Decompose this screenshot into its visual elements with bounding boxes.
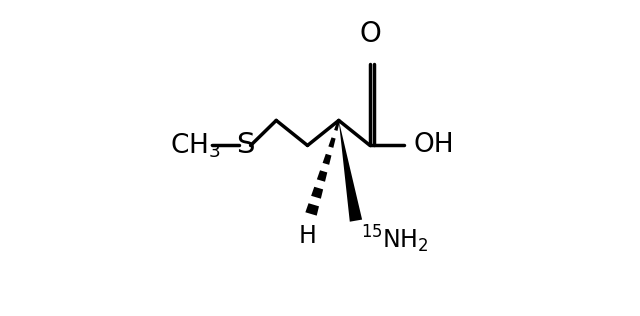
Polygon shape: [334, 121, 340, 131]
Polygon shape: [339, 120, 362, 222]
Text: O: O: [359, 20, 381, 48]
Text: H: H: [298, 224, 316, 248]
Text: S: S: [236, 131, 254, 160]
Text: CH$_3$: CH$_3$: [170, 131, 220, 160]
Polygon shape: [317, 170, 327, 182]
Text: $^{15}$NH$_2$: $^{15}$NH$_2$: [360, 224, 428, 255]
Text: OH: OH: [414, 132, 454, 158]
Polygon shape: [328, 137, 335, 148]
Polygon shape: [311, 187, 323, 199]
Polygon shape: [305, 203, 319, 216]
Polygon shape: [323, 154, 332, 165]
